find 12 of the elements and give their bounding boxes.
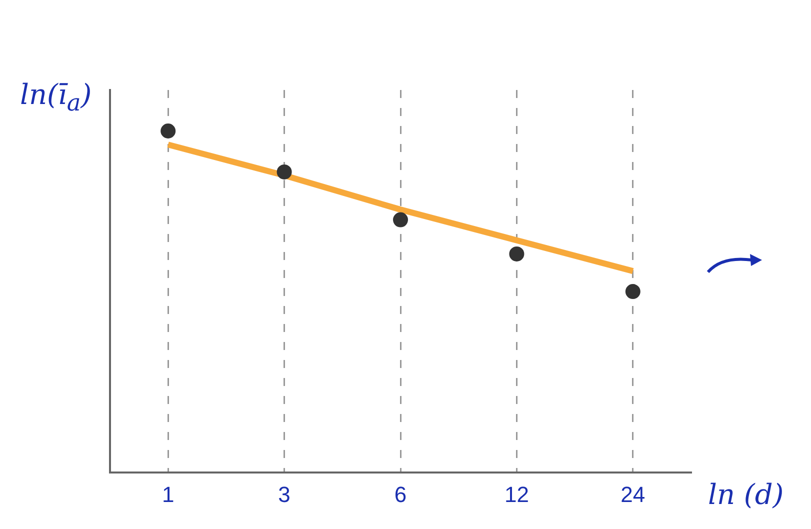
x-tick-label: 6 — [394, 482, 407, 507]
y-axis-title: ln(ī$_{a}$) — [20, 78, 92, 117]
point — [160, 123, 176, 138]
point — [276, 164, 292, 180]
x-tick-label: 1 — [162, 482, 174, 507]
x-tick-label: 24 — [620, 482, 646, 507]
x-axis-title: ln (d) — [708, 478, 784, 511]
x-tick-label: 3 — [278, 482, 290, 507]
x-tick-label: 12 — [504, 482, 529, 507]
point — [509, 246, 524, 262]
point — [393, 212, 408, 228]
point — [625, 284, 640, 300]
